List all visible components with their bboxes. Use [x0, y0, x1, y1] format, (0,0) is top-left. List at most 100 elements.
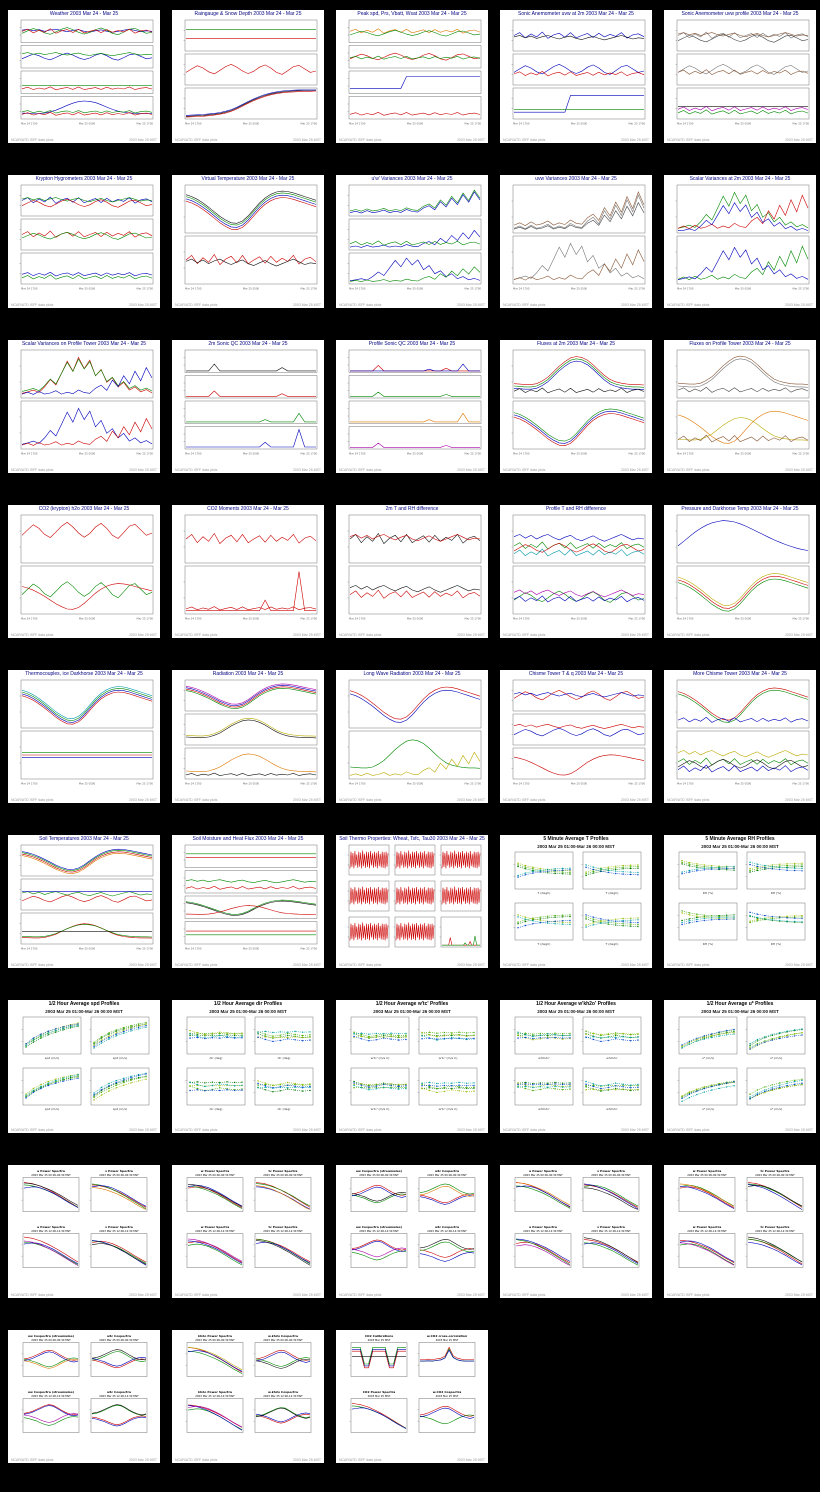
plot-thumbnail[interactable]: 1/2 Hour Average w'tc' Profiles 2003 Mar … [336, 1000, 488, 1133]
subplot-title: v Power Spectra [105, 1169, 133, 1173]
series-marker [629, 923, 632, 925]
plot-thumbnail[interactable]: 1/2 Hour Average dir Profiles 2003 Mar 25… [172, 1000, 324, 1133]
panel-frame [348, 252, 482, 285]
plot-thumbnail[interactable]: Profile T and RH difference Mar 24 1700 Ma… [500, 505, 652, 638]
plot-thumbnail[interactable]: 1/2 Hour Average w'kh2o' Profiles 2003 Ma… [500, 1000, 652, 1133]
plot-thumbnail[interactable]: kh2o Power Spectra 2003 Mar 25 00:00-00:3… [172, 1330, 324, 1463]
plot-thumbnail[interactable]: Peak spd, Prs, Vbatt, Wsat 2003 Mar 24 -… [336, 10, 488, 143]
series-line [185, 899, 317, 915]
plot-thumbnail[interactable]: Krypton Hygrometers 2003 Mar 24 - Mar 25… [8, 175, 160, 308]
series-marker [233, 1033, 236, 1035]
plot-thumbnail[interactable]: 2m T and RH difference Mar 24 1700 Mar 25 … [336, 505, 488, 638]
series-marker [465, 1085, 468, 1087]
plot-thumbnail[interactable]: uvw Variances 2003 Mar 24 - Mar 25 Mar 24… [500, 175, 652, 308]
panel-frame [348, 514, 482, 564]
plot-thumbnail[interactable]: 1/2 Hour Average spd Profiles 2003 Mar 25… [8, 1000, 160, 1133]
plot-thumbnail[interactable]: CO2 Calibrations 2003 Mar 25 MST w.CO2 cro… [336, 1330, 488, 1463]
plot-thumbnail[interactable]: More Chisme Tower 2003 Mar 24 - Mar 25 Ma… [664, 670, 816, 803]
plot-thumbnail[interactable]: Radiation 2003 Mar 24 - Mar 25 Mar 24 170… [172, 670, 324, 803]
x-tick-label: Mar 25 0500 [735, 782, 752, 786]
series-marker [108, 1035, 110, 1037]
series-marker [123, 1077, 125, 1079]
series-marker [517, 914, 519, 916]
plot-footer: NCAR/ATD ISFF data plots 2003 Mar 25 MST [11, 798, 157, 802]
plot-thumbnail[interactable]: Sonic Anemometer uvw profile 2003 Mar 24… [664, 10, 816, 143]
series-line [91, 1240, 147, 1263]
series-marker [711, 1035, 713, 1037]
plot-thumbnail[interactable]: 1/2 Hour Average u* Profiles 2003 Mar 25 … [664, 1000, 816, 1133]
x-tick-label: Mar 25 1700 [137, 287, 154, 291]
series-marker [771, 1084, 773, 1086]
plot-thumbnail[interactable]: Scalar Variances at 2m 2003 Mar 24 - Mar… [664, 175, 816, 308]
series-marker [569, 869, 571, 871]
plot-canvas: Mar 24 1700 Mar 25 0500 Mar 25 1700 [347, 514, 482, 621]
series-marker [801, 1078, 803, 1080]
series-marker [569, 870, 571, 872]
panel-frame [348, 565, 482, 615]
plot-thumbnail[interactable]: u Power Spectra 2003 Mar 25 00:00-00:30 M… [500, 1165, 652, 1298]
plot-thumbnail[interactable]: Chisme Tower T & q 2003 Mar 24 - Mar 25 M… [500, 670, 652, 803]
series-marker [375, 1083, 377, 1085]
series-marker [517, 1085, 519, 1087]
series-line [21, 583, 153, 610]
series-marker [196, 1035, 199, 1037]
plot-title: Krypton Hygrometers 2003 Mar 24 - Mar 25 [35, 176, 133, 182]
plot-thumbnail[interactable]: Soil Temperatures 2003 Mar 24 - Mar 25 Ma… [8, 835, 160, 968]
plot-thumbnail[interactable]: Profile Sonic QC 2003 Mar 24 - Mar 25 Mar… [336, 340, 488, 473]
series-marker [622, 864, 624, 867]
series-marker [130, 1024, 132, 1027]
plot-thumbnail[interactable]: Weather 2003 Mar 24 - Mar 25 Mar 24 1700 M… [8, 10, 160, 143]
plot-thumbnail[interactable]: u'w' Variances 2003 Mar 24 - Mar 25 Mar 2… [336, 175, 488, 308]
plot-thumbnail[interactable]: 5 Minute Average RH Profiles 2003 Mar 25 … [664, 835, 816, 968]
series-marker [779, 916, 781, 918]
series-marker [718, 1033, 720, 1036]
series-marker [771, 865, 773, 868]
panel-frame [512, 713, 646, 746]
plot-thumbnail[interactable]: Soil Thermo Properties: Wheat, Tsfc, Tau… [336, 835, 488, 968]
plot-thumbnail[interactable]: Long Wave Radiation 2003 Mar 24 - Mar 25… [336, 670, 488, 803]
plot-thumbnail[interactable]: Soil Moisture and Heat Flux 2003 Mar 24 … [172, 835, 324, 968]
series-marker [123, 1032, 125, 1034]
plot-thumbnail[interactable]: Fluxes at 2m 2003 Mar 24 - Mar 25 Mar 24 … [500, 340, 652, 473]
plot-title: Soil Temperatures 2003 Mar 24 - Mar 25 [39, 836, 129, 842]
series-line [681, 910, 735, 918]
plot-thumbnail[interactable]: 2m Sonic QC 2003 Mar 24 - Mar 25 Mar 24 1… [172, 340, 324, 473]
series-marker [561, 1086, 564, 1088]
series-marker [637, 919, 639, 921]
plot-thumbnail[interactable]: 5 Minute Average T Profiles 2003 Mar 25 0… [500, 835, 652, 968]
plot-thumbnail[interactable]: Pressure and Darkhorse Temp 2003 Mar 24 … [664, 505, 816, 638]
plot-thumbnail[interactable]: CO2 (krypton) h2o 2003 Mar 24 - Mar 25 Ma… [8, 505, 160, 638]
plot-thumbnail[interactable]: w Power Spectra 2003 Mar 25 00:00-00:30 M… [172, 1165, 324, 1298]
series-marker [801, 916, 803, 918]
plot-canvas: Mar 24 1700 Mar 25 0500 Mar 25 1700 [347, 679, 481, 786]
plot-canvas: Mar 24 1700 Mar 25 0500 Mar 25 1700 [675, 19, 809, 126]
series-marker [517, 874, 519, 877]
series-line [91, 1404, 147, 1416]
plot-canvas [347, 844, 482, 948]
plot-thumbnail[interactable]: w Power Spectra 2003 Mar 25 00:00-00:30 M… [664, 1165, 816, 1298]
plot-footer-right: 2003 Mar 25 MST [128, 798, 157, 802]
plot-thumbnail[interactable]: Thermocouples, ice Darkhorse 2003 Mar 24… [8, 670, 160, 803]
series-marker [554, 923, 556, 925]
series-marker [629, 1036, 632, 1039]
plot-thumbnail[interactable]: Sonic Anemometer uvw at 2m 2003 Mar 24 -… [500, 10, 652, 143]
plot-thumbnail[interactable]: Scalar Variances on Profile Tower 2003 M… [8, 340, 160, 473]
plot-thumbnail[interactable]: Fluxes on Profile Tower 2003 Mar 24 - Ma… [664, 340, 816, 473]
series-marker [756, 1038, 759, 1041]
plot-thumbnail[interactable]: u Power Spectra 2003 Mar 25 00:00-00:30 M… [8, 1165, 160, 1298]
series-marker [421, 1083, 423, 1085]
series-marker [592, 866, 595, 868]
plot-thumbnail[interactable]: uw Cospectra (streamwise) 2003 Mar 25 00:… [336, 1165, 488, 1298]
series-marker [607, 921, 609, 923]
x-tick-label: Mar 25 0500 [407, 287, 424, 291]
plot-thumbnail[interactable]: Virtual Temperature 2003 Mar 24 - Mar 25… [172, 175, 324, 308]
plot-thumbnail[interactable]: uw Cospectra (streamwise) 2003 Mar 25 00:… [8, 1330, 160, 1463]
plot-thumbnail[interactable]: Raingauge & Snow Depth 2003 Mar 24 - Mar… [172, 10, 324, 143]
series-marker [688, 914, 691, 916]
series-line [585, 1033, 639, 1035]
series-marker [272, 1087, 274, 1089]
series-marker [585, 864, 587, 866]
plot-thumbnail[interactable]: CO2 Moments 2003 Mar 24 - Mar 25 Mar 24 1… [172, 505, 324, 638]
plot-footer-left: NCAR/ATD ISFF data plots [667, 1128, 710, 1132]
series-line [351, 1184, 407, 1196]
